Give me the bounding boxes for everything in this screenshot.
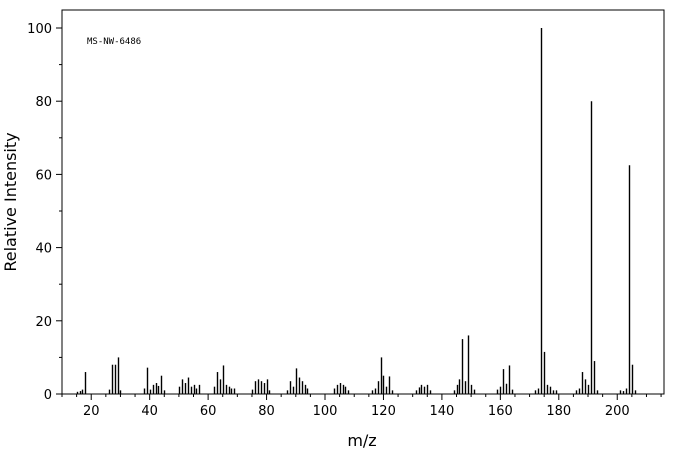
- y-tick-label: 60: [35, 168, 52, 183]
- y-tick-label: 80: [35, 95, 52, 110]
- x-tick-label: 100: [313, 404, 338, 419]
- x-tick-label: 180: [546, 404, 571, 419]
- x-tick-label: 40: [141, 404, 158, 419]
- x-tick-label: 60: [200, 404, 217, 419]
- x-axis-title: m/z: [347, 431, 376, 450]
- x-tick-label: 140: [429, 404, 454, 419]
- y-tick-label: 0: [44, 388, 52, 403]
- x-tick-label: 120: [371, 404, 396, 419]
- x-tick-label: 20: [83, 404, 100, 419]
- x-tick-label: 160: [488, 404, 513, 419]
- y-tick-label: 40: [35, 242, 52, 257]
- y-tick-label: 100: [27, 22, 52, 37]
- y-axis-title: Relative Intensity: [1, 132, 20, 271]
- x-tick-label: 80: [258, 404, 275, 419]
- spectrum-peaks: [76, 28, 637, 394]
- y-tick-label: 20: [35, 315, 52, 330]
- axis-ticks: 20 40 60 80 100 120 140 160 180 200 0 20 40 60 80 100: [27, 22, 662, 419]
- x-tick-label: 200: [605, 404, 630, 419]
- spectrum-annotation: MS-NW-6486: [87, 37, 141, 47]
- plot-frame: [61, 9, 665, 395]
